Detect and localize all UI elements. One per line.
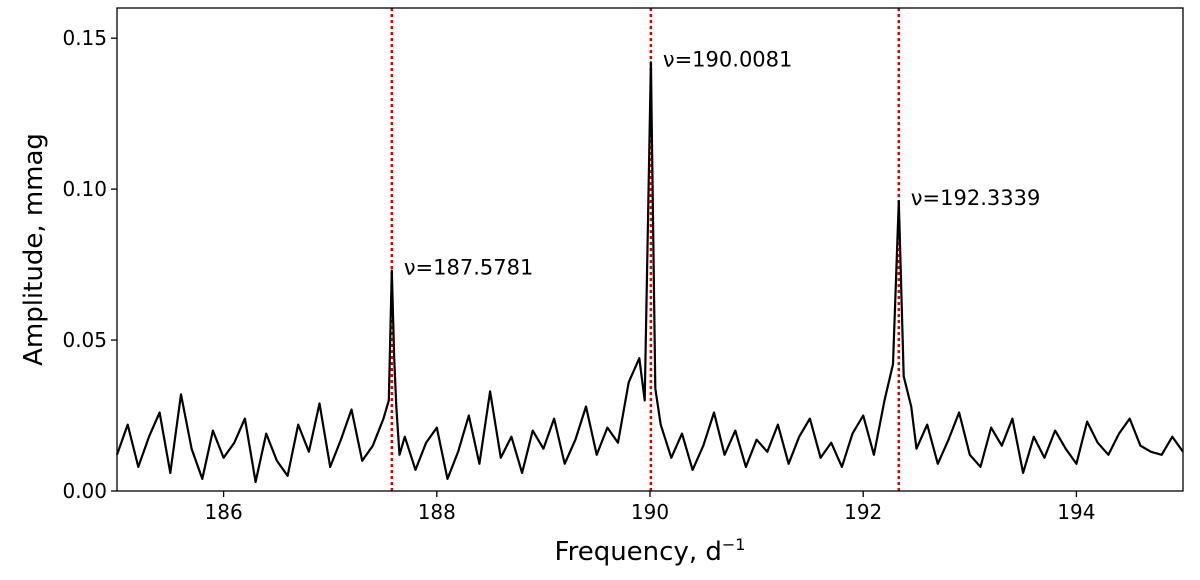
y-tick-label: 0.15 (62, 26, 107, 50)
y-axis-label: Amplitude, mmag (19, 133, 49, 366)
amplitude-series-line (115, 61, 1184, 483)
x-tick-label: 186 (205, 500, 243, 524)
x-tick-label: 190 (631, 500, 669, 524)
peak-annotation: ν=187.5781 (404, 256, 534, 280)
y-tick-label: 0.05 (62, 328, 107, 352)
x-tick-label: 194 (1057, 500, 1095, 524)
y-tick-label: 0.10 (62, 177, 107, 201)
x-axis-label: Frequency, d−1 (555, 535, 746, 567)
y-tick-label: 0.00 (62, 479, 107, 503)
x-tick-label: 192 (844, 500, 882, 524)
peak-annotation: ν=192.3339 (911, 186, 1041, 210)
peak-annotation: ν=190.0081 (663, 47, 793, 71)
x-tick-label: 188 (418, 500, 456, 524)
